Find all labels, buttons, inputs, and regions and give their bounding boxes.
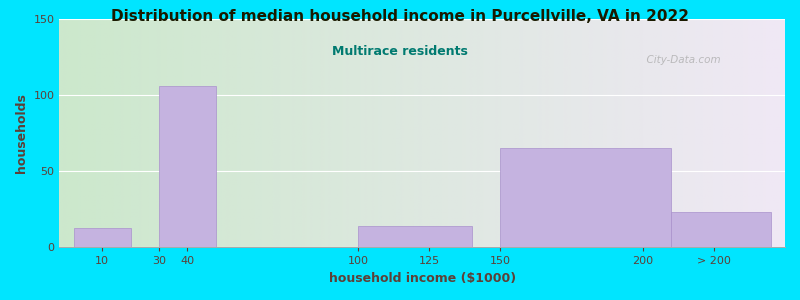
Text: Distribution of median household income in Purcellville, VA in 2022: Distribution of median household income … xyxy=(111,9,689,24)
Bar xyxy=(74,228,130,247)
Text: City-Data.com: City-Data.com xyxy=(640,55,721,65)
Bar xyxy=(159,86,216,248)
X-axis label: household income ($1000): household income ($1000) xyxy=(329,272,516,285)
Bar xyxy=(671,212,770,247)
Bar xyxy=(501,148,671,248)
Bar xyxy=(358,226,472,247)
Text: Multirace residents: Multirace residents xyxy=(332,45,468,58)
Y-axis label: households: households xyxy=(15,93,28,173)
